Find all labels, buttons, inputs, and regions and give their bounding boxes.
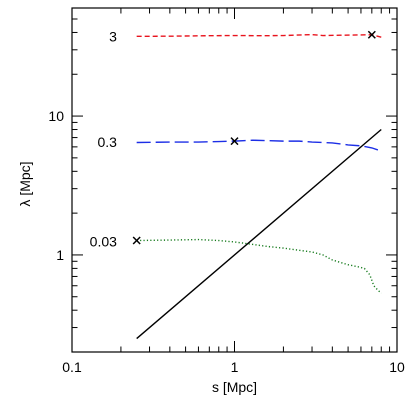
y-tick-label: 10	[48, 108, 64, 124]
series-label: 0.03	[90, 233, 117, 249]
x-tick-label: 1	[231, 359, 239, 375]
y-tick-label: 1	[56, 247, 64, 263]
series-line	[136, 139, 382, 152]
series-line	[136, 128, 382, 340]
series-line	[136, 33, 382, 38]
ticks-layer	[71, 7, 398, 353]
plot-frame	[71, 7, 398, 353]
tick-labels: 0.1 1 10 1 10	[48, 108, 405, 375]
x-axis-title: s [Mpc]	[212, 379, 257, 395]
y-axis-title: λ [Mpc]	[17, 161, 33, 206]
x-tick-label: 0.1	[62, 359, 82, 375]
series-label: 3	[109, 28, 117, 44]
series-layer	[136, 33, 382, 340]
series-marker	[132, 236, 141, 245]
series-marker	[367, 30, 376, 39]
series-marker	[230, 137, 239, 146]
x-tick-label: 10	[389, 359, 405, 375]
series-line	[136, 238, 382, 294]
series-label: 0.3	[97, 134, 117, 150]
